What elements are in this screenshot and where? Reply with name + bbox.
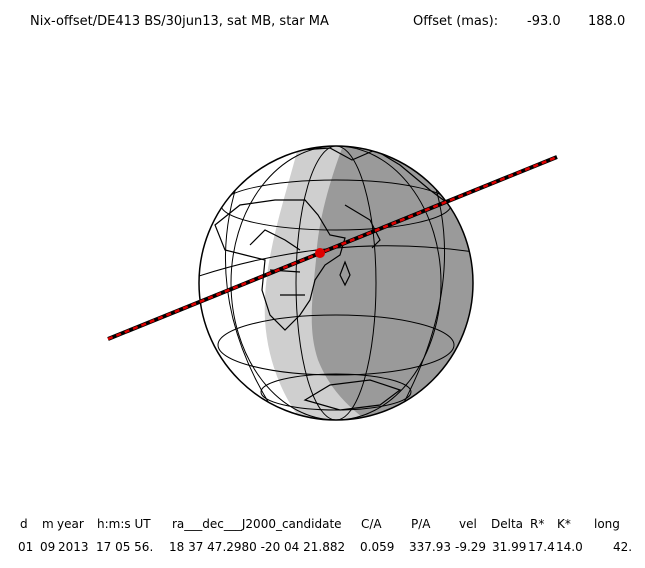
column-header: R*: [530, 517, 545, 531]
offset-value: 188.0: [588, 14, 626, 29]
closest-approach: [315, 248, 325, 258]
cell: 42.: [613, 540, 633, 554]
column-header: vel: [459, 517, 477, 531]
shadow-path: [107, 155, 558, 341]
offset-value: -93.0: [527, 14, 561, 29]
cell: 31.99: [492, 540, 527, 554]
title: Nix-offset/DE413 BS/30jun13, sat MB, sta…: [30, 14, 329, 29]
column-header: d: [20, 517, 28, 531]
column-header: long: [594, 517, 620, 531]
column-header: C/A: [361, 517, 382, 531]
cell: 09: [40, 540, 56, 554]
column-header: Delta: [491, 517, 524, 531]
cell: 17 05 56.: [96, 540, 154, 554]
cell: -9.29: [455, 540, 487, 554]
column-header: ra___dec___J2000_candidate: [172, 517, 342, 531]
cell: 18 37 47.2980 -20 04 21.882: [169, 540, 346, 554]
column-header: h:m:s UT: [97, 517, 151, 531]
offset-label: Offset (mas):: [413, 14, 499, 29]
cell: 337.93: [409, 540, 451, 554]
column-header: m: [42, 517, 54, 531]
cell: 2013: [58, 540, 89, 554]
column-header: K*: [557, 517, 571, 531]
globe-outline: [198, 145, 474, 421]
cell: 01: [18, 540, 34, 554]
cell: 14.0: [556, 540, 583, 554]
night-shading: [264, 146, 473, 420]
cell: 17.4: [528, 540, 555, 554]
column-header: P/A: [411, 517, 431, 531]
column-header: year: [57, 517, 84, 531]
cell: 0.059: [360, 540, 395, 554]
